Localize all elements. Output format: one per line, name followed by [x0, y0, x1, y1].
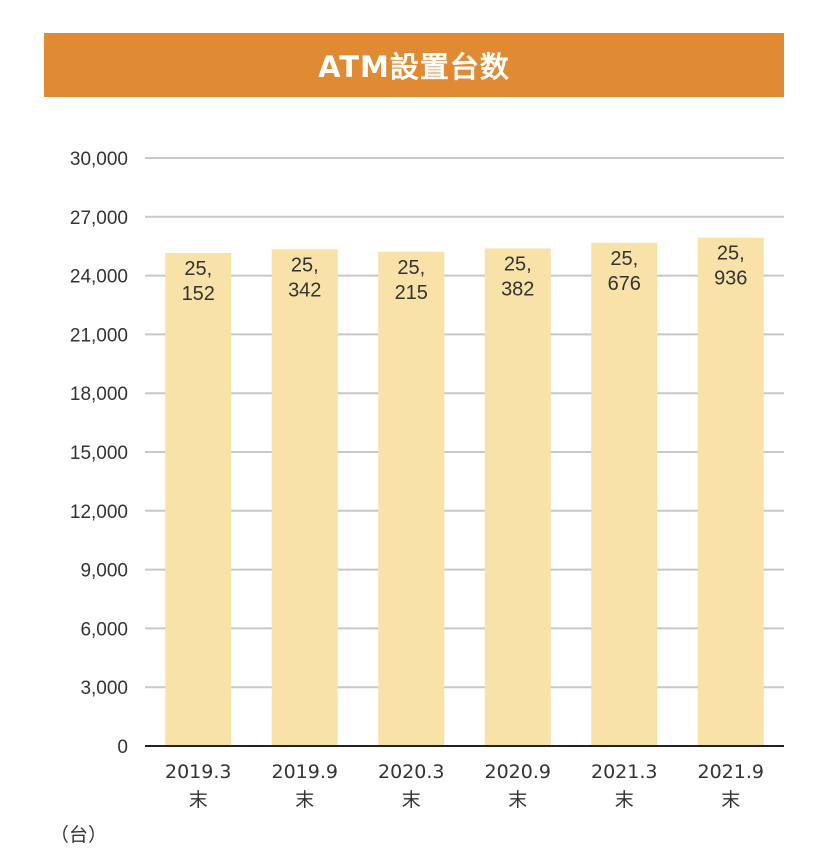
- bar: [484, 248, 551, 746]
- unit-label: （台）: [50, 824, 108, 846]
- data-label: 25, 676: [608, 248, 641, 295]
- bar: [165, 253, 232, 746]
- y-tick-label: 12,000: [70, 502, 128, 523]
- x-tick-label: 2021.9 末: [698, 761, 764, 811]
- x-tick-label: 2019.3 末: [165, 761, 231, 811]
- data-label: 25, 152: [182, 258, 215, 305]
- x-tick-label: 2020.3 末: [378, 761, 444, 811]
- bar: [591, 242, 658, 746]
- y-tick-label: 6,000: [80, 619, 128, 640]
- y-tick-label: 18,000: [70, 384, 128, 405]
- data-label: 25, 382: [501, 254, 534, 301]
- chart-title-bar: ATM設置台数: [44, 33, 784, 97]
- y-tick-label: 3,000: [80, 678, 128, 699]
- data-labels: 25, 152 25, 342 25, 215 25, 382 25, 676 25, 936: [182, 243, 748, 305]
- y-tick-label: 30,000: [70, 149, 128, 170]
- bars: [165, 237, 764, 746]
- x-tick-label: 2021.3 末: [591, 761, 657, 811]
- y-axis-ticks: 0 3,000 6,000 9,000 12,000 15,000 18,000 21,000…: [70, 149, 128, 758]
- x-axis-ticks: 2019.3 末 2019.9 末 2020.3 末 2020.9 末 2021.3 末 2021.…: [165, 761, 764, 811]
- y-tick-label: 27,000: [70, 208, 128, 229]
- bar: [271, 249, 338, 746]
- data-label: 25, 342: [288, 254, 321, 301]
- data-label: 25, 936: [714, 243, 747, 290]
- data-label: 25, 215: [395, 257, 428, 304]
- y-tick-label: 0: [117, 737, 128, 758]
- grid-lines: [145, 157, 784, 689]
- chart-title: ATM設置台数: [318, 50, 510, 84]
- x-tick-label: 2019.9 末: [272, 761, 338, 811]
- y-tick-label: 21,000: [70, 325, 128, 346]
- y-tick-label: 15,000: [70, 443, 128, 464]
- y-tick-label: 24,000: [70, 267, 128, 288]
- bar: [697, 237, 764, 746]
- bar: [378, 251, 445, 746]
- y-tick-label: 9,000: [80, 561, 128, 582]
- x-tick-label: 2020.9 末: [485, 761, 551, 811]
